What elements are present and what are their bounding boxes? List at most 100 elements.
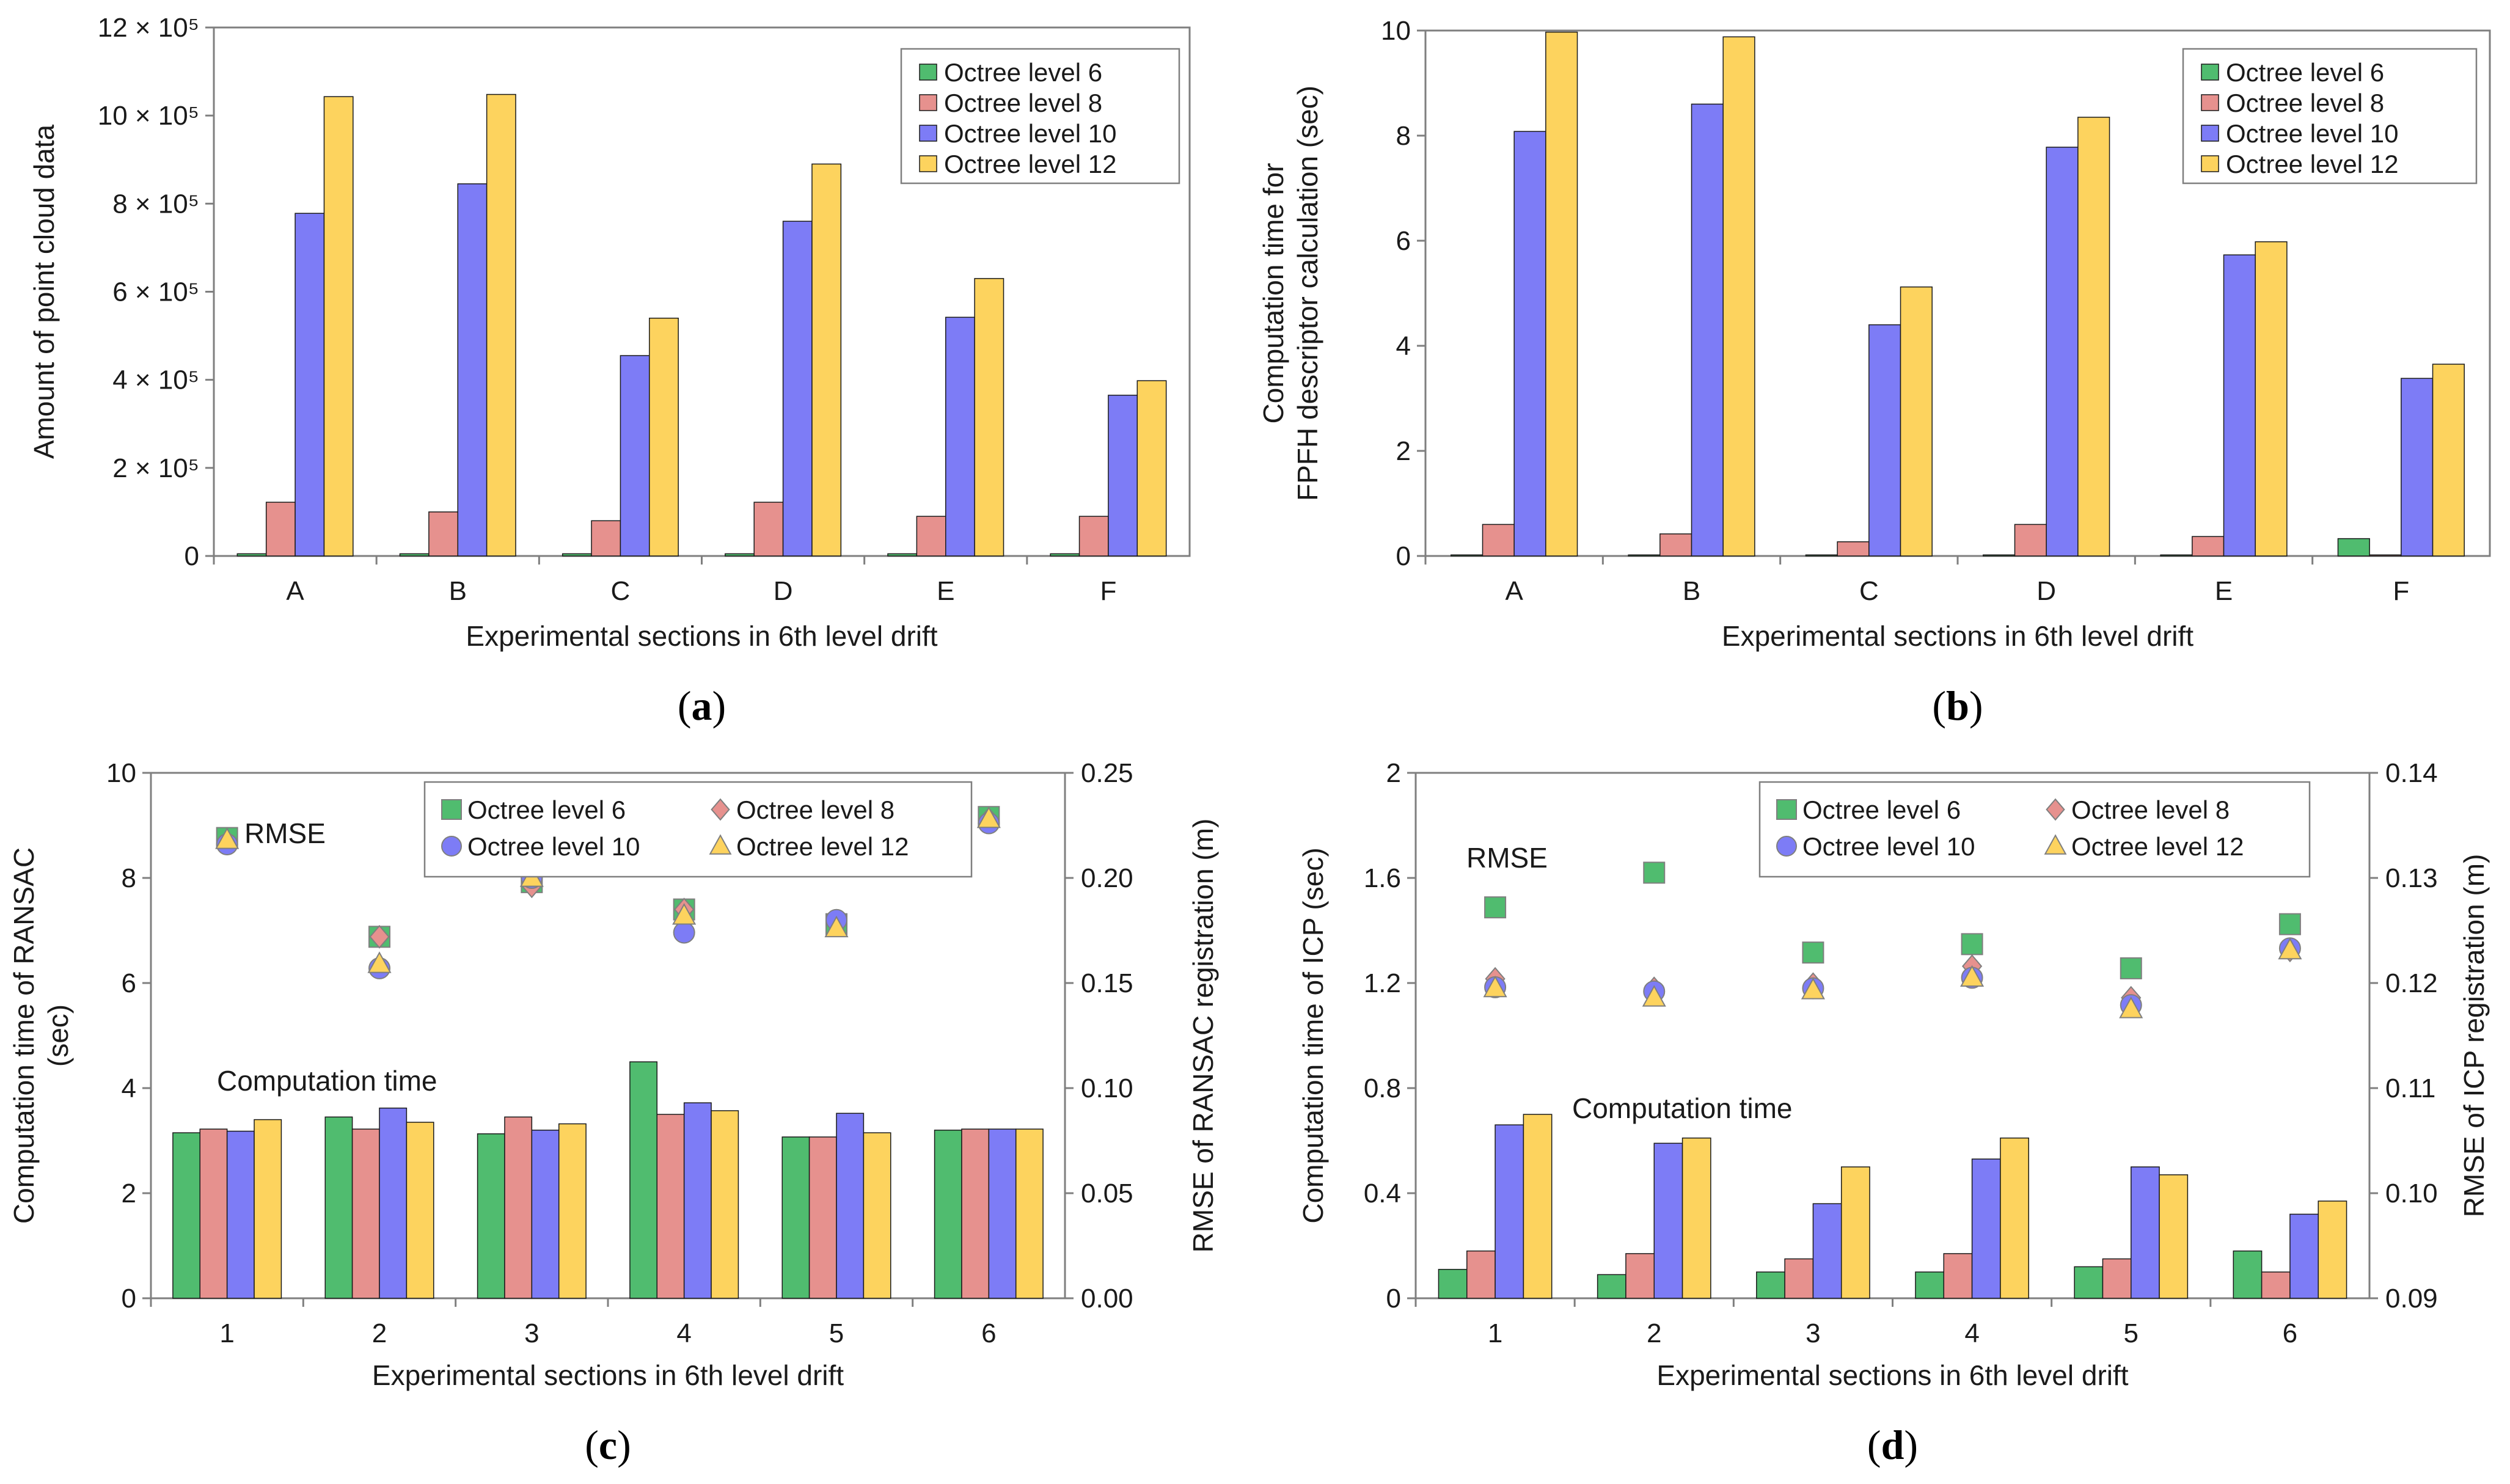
- chart-b-legend-box: [2182, 48, 2478, 185]
- chart-a-bar: [236, 553, 267, 557]
- chart-a-legend-swatch: [919, 125, 937, 142]
- chart-b-bar: [1545, 31, 1578, 557]
- chart-a-bar: [562, 553, 592, 557]
- chart-c-bar: [863, 1132, 891, 1299]
- chart-b-legend-swatch: [2201, 64, 2219, 81]
- chart-b-ytick-label: 8: [1396, 121, 1411, 151]
- chart-a-legend-swatch: [919, 155, 937, 172]
- chart-a-bar: [753, 502, 784, 557]
- chart-d-xtick-label: 1: [1488, 1318, 1502, 1348]
- chart-d-xtick-label: 4: [1964, 1318, 1979, 1348]
- chart-a-xtick-label: E: [937, 576, 954, 606]
- chart-d-legend-box: [1758, 781, 2311, 878]
- chart-b-panel-label: (b): [1932, 682, 1983, 729]
- chart-d-ytick-label: 1.6: [1364, 863, 1401, 893]
- chart-b-bar: [2401, 378, 2434, 557]
- chart-d-bar: [1625, 1253, 1655, 1299]
- chart-d-legend-marker-square: [1776, 799, 1797, 820]
- chart-d-bar: [1756, 1271, 1785, 1299]
- chart-c-bar: [226, 1130, 255, 1299]
- chart-a-bar: [782, 221, 813, 557]
- chart-d-bar: [1840, 1166, 1870, 1299]
- chart-d-bar: [1784, 1258, 1814, 1299]
- chart-b-ytick-label: 6: [1396, 226, 1411, 256]
- chart-d-rmse-point-square: [1643, 861, 1666, 884]
- chart-b-bar: [1983, 554, 2016, 557]
- chart-b-xtick-label: E: [2215, 576, 2233, 606]
- chart-b-bar: [2369, 554, 2402, 557]
- chart-d-annotation: Computation time: [1572, 1092, 1793, 1124]
- chart-c-bar: [836, 1113, 865, 1299]
- chart-c-bar: [988, 1128, 1017, 1299]
- chart-a-legend-label: Octree level 12: [944, 150, 1116, 178]
- chart-a-legend-label: Octree level 10: [944, 119, 1116, 148]
- chart-c-xtick-label: 5: [829, 1318, 844, 1348]
- chart-d-annotation: RMSE: [1466, 842, 1548, 874]
- chart-b-bar: [2077, 117, 2110, 557]
- chart-c-y-axis-title: Computation time of RANSAC: [8, 847, 40, 1224]
- chart-c-x-axis-title: Experimental sections in 6th level drift: [372, 1359, 844, 1391]
- chart-c-bar: [477, 1133, 505, 1299]
- chart-d: 0 0.4 0.8 1.2 1.6 2 0.09 0.10 0.11 0.12 0.13 0.14 1 2…: [1297, 758, 2490, 1468]
- chart-a-bar: [649, 318, 679, 557]
- chart-c-y2tick-label: 0.00: [1081, 1284, 1133, 1314]
- chart-d-bar: [1681, 1137, 1711, 1299]
- chart-c-xtick-label: 6: [981, 1318, 996, 1348]
- chart-d-panel-label: (d): [1867, 1422, 1918, 1468]
- chart-c-rmse-point-circle: [673, 921, 695, 944]
- chart-c: 0 2 4 6 8 10 0.00 0.05 0.10 0.15 0.20 0.25 1 2 3 4 5 6 Exp…: [8, 758, 1219, 1468]
- chart-a-bar: [1050, 553, 1080, 557]
- chart-a-ytick-label: 4 × 10⁵: [112, 365, 199, 395]
- chart-c-bar: [961, 1128, 990, 1299]
- chart-d-bar: [1466, 1250, 1496, 1299]
- chart-d-bar: [2159, 1174, 2189, 1299]
- chart-c-ytick-label: 4: [122, 1073, 136, 1103]
- chart-c-annotation: Computation time: [217, 1065, 437, 1097]
- chart-a-bar: [811, 163, 842, 557]
- chart-b-y-axis-title: FPFH descriptor calculation (sec): [1292, 86, 1323, 501]
- chart-d-legend-marker-circle: [1776, 836, 1797, 857]
- chart-c-ytick-label: 0: [122, 1284, 136, 1314]
- chart-b-panel-label-close: ): [1969, 682, 1983, 729]
- chart-d-ytick-label: 0: [1386, 1284, 1401, 1314]
- chart-d-y2tick-label: 0.11: [2385, 1073, 2435, 1103]
- chart-b-bar: [2223, 254, 2256, 557]
- chart-d-rmse-point-triangle: [1801, 978, 1825, 1000]
- chart-d-bar: [1971, 1158, 2001, 1299]
- chart-a-bar: [916, 516, 946, 557]
- chart-b-y-axis-title: Computation time for: [1257, 163, 1289, 424]
- chart-a-xtick-label: C: [611, 576, 631, 606]
- chart-c-panel-label: (c): [585, 1422, 631, 1468]
- chart-b-legend-swatch: [2201, 155, 2219, 172]
- chart-c-panel-label-close: ): [617, 1422, 631, 1468]
- chart-d-bar: [2000, 1137, 2029, 1299]
- chart-a-legend-label: Octree level 6: [944, 58, 1102, 87]
- chart-c-ytick-label: 2: [122, 1179, 136, 1208]
- chart-b-xtick-label: F: [2393, 576, 2409, 606]
- chart-c-ytick-label: 10: [106, 758, 136, 788]
- chart-d-bar: [1597, 1274, 1626, 1299]
- chart-a-ytick-label: 8 × 10⁵: [112, 189, 199, 219]
- chart-b-xtick-label: A: [1505, 576, 1523, 606]
- chart-c-legend-marker-square: [441, 799, 462, 820]
- chart-b-bar: [2014, 524, 2047, 557]
- chart-d-legend-label: Octree level 10: [1802, 832, 1975, 861]
- chart-d-y2tick-label: 0.14: [2385, 758, 2438, 788]
- chart-b-xtick-label: D: [2036, 576, 2056, 606]
- chart-c-rmse-point-triangle: [215, 827, 240, 849]
- chart-c-annotation: RMSE: [244, 817, 326, 849]
- chart-b-bar: [2160, 554, 2193, 557]
- chart-d-rmse-point-triangle: [2278, 937, 2302, 960]
- chart-b-bar: [1659, 533, 1692, 557]
- chart-c-legend-label: Octree level 12: [736, 832, 909, 861]
- chart-b-x-axis-title: Experimental sections in 6th level drift: [1722, 620, 2194, 652]
- chart-a-bar: [428, 511, 458, 557]
- chart-b-legend-swatch: [2201, 125, 2219, 142]
- chart-c-rmse-point-diamond: [369, 924, 390, 949]
- chart-d-rmse-point-triangle: [1642, 985, 1666, 1007]
- chart-b-ytick-label: 0: [1396, 541, 1411, 571]
- chart-d-rmse-point-square: [1961, 933, 1983, 956]
- chart-d-rmse-point-triangle: [2119, 996, 2143, 1018]
- chart-d-bar: [1943, 1253, 1973, 1299]
